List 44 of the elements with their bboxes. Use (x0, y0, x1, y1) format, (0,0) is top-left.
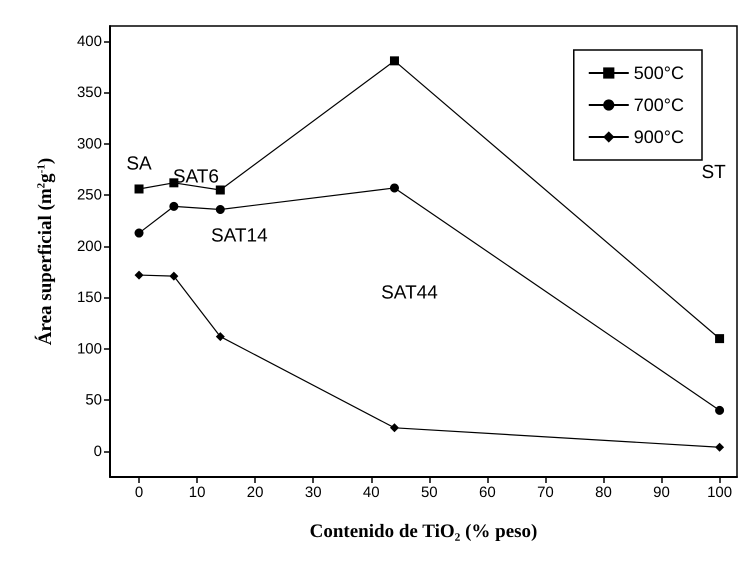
annotation: SAT44 (381, 282, 438, 304)
x-tick-label: 0 (134, 484, 144, 501)
point (216, 204, 225, 214)
y-tick-label: 100 (76, 340, 102, 358)
y-tick-label: 150 (76, 289, 102, 306)
point (715, 442, 724, 452)
x-tick-label: 70 (537, 484, 554, 501)
annotation: SAT14 (210, 226, 268, 246)
y-tick-label: 200 (76, 238, 102, 255)
x-tick-label: 50 (420, 484, 438, 501)
x-tick-label: 90 (653, 484, 670, 501)
point (134, 228, 144, 238)
y-tick-label: 400 (76, 32, 102, 50)
x-tick-label: 30 (304, 484, 322, 501)
y-tick-label: 250 (76, 186, 102, 204)
x-tick-label: 100 (707, 484, 732, 501)
point (390, 183, 399, 192)
point (216, 332, 225, 342)
annotation: ST (701, 162, 726, 184)
y-axis-title: Área superficial (m2g-1) (34, 158, 56, 346)
point (134, 184, 144, 194)
x-tick-label: 80 (595, 484, 612, 501)
point (169, 202, 178, 211)
legend-label: 700°C (634, 95, 684, 115)
x-tick-label: 40 (362, 484, 380, 501)
point (715, 406, 724, 415)
legend-label: 500°C (634, 63, 684, 83)
point (134, 270, 144, 280)
point (390, 423, 399, 432)
x-tick-label: 10 (188, 484, 206, 501)
y-tick-label: 50 (85, 392, 102, 409)
x-tick-label: 60 (479, 484, 496, 501)
point (390, 56, 399, 66)
legend-label: 900°C (634, 127, 684, 147)
y-tick-label: 350 (76, 84, 102, 102)
y-tick-label: 0 (94, 442, 102, 460)
point (169, 272, 178, 281)
point (216, 186, 225, 194)
x-tick-label: 20 (246, 484, 264, 501)
annotation: SA (126, 153, 152, 174)
point (715, 334, 724, 344)
annotation: SAT6 (172, 166, 219, 188)
y-tick-label: 300 (76, 135, 102, 152)
x-axis-title: Contenido de TiO₂ (% peso) (310, 521, 538, 542)
